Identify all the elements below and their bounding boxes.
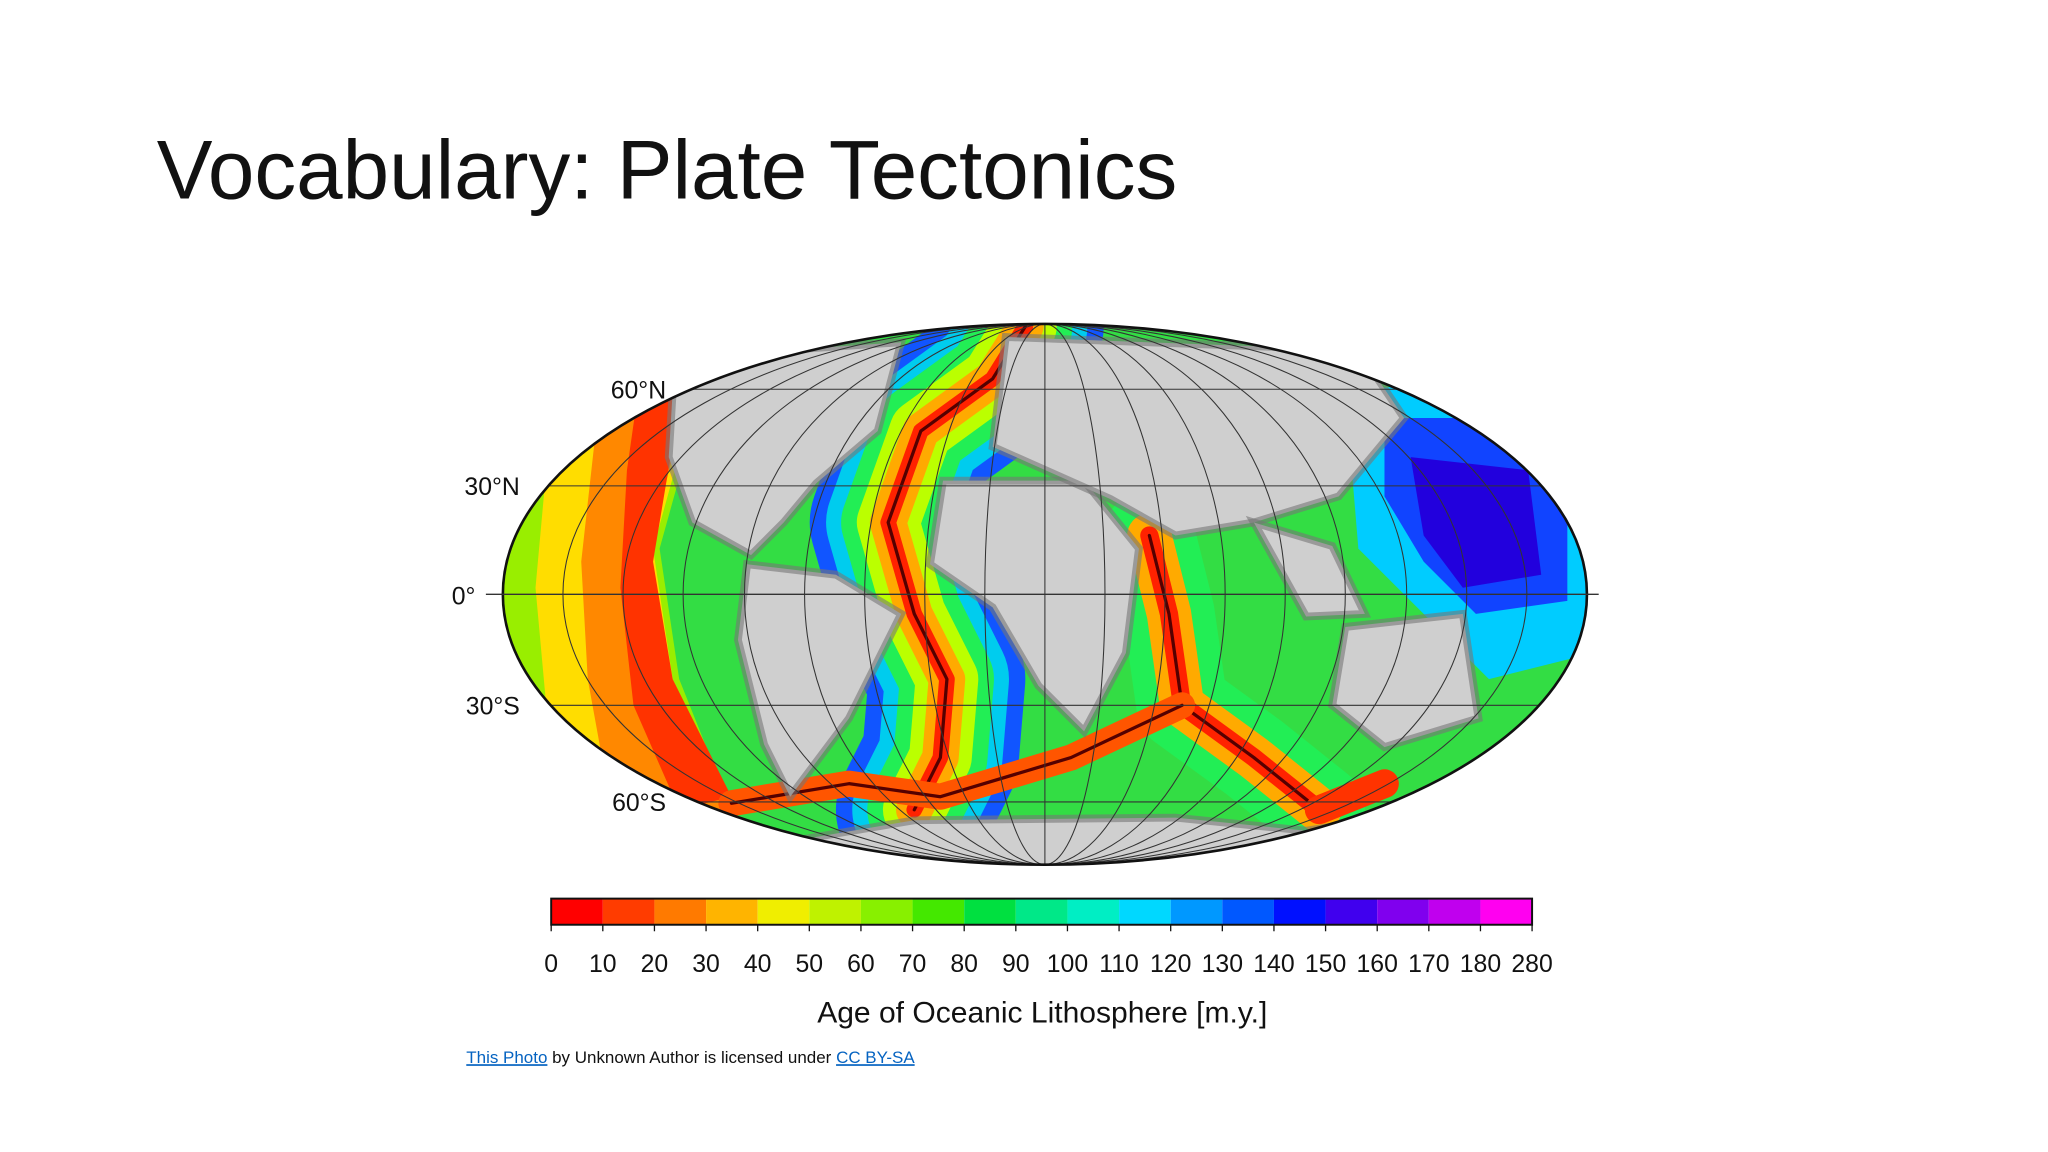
colorbar-segment xyxy=(1119,898,1171,925)
colorbar-segment xyxy=(1480,898,1533,925)
colorbar-tick-label: 70 xyxy=(899,951,927,978)
colorbar-segment xyxy=(1170,898,1223,925)
latitude-label: 60°N xyxy=(611,377,666,404)
colorbar-segment xyxy=(1067,898,1120,925)
colorbar-tick-label: 20 xyxy=(641,951,669,978)
colorbar-segment xyxy=(1377,898,1429,925)
colorbar-tick-label: 150 xyxy=(1305,951,1346,978)
latitude-label: 30°S xyxy=(466,693,520,720)
colorbar-tick-label: 90 xyxy=(1002,951,1030,978)
credit-text: by Unknown Author is licensed under xyxy=(552,1048,832,1067)
colorbar-segment xyxy=(1273,898,1326,925)
colorbar-tick-label: 50 xyxy=(796,951,824,978)
colorbar-tick-label: 180 xyxy=(1460,951,1501,978)
atlantic-ridge xyxy=(718,323,1399,865)
colorbar-frame xyxy=(550,897,1534,926)
colorbar-segment xyxy=(1325,898,1378,925)
license-link[interactable]: CC BY-SA xyxy=(836,1048,915,1067)
colorbar-segment xyxy=(1222,898,1274,925)
colorbar-segment xyxy=(964,898,1016,925)
colorbar-segment xyxy=(654,898,707,925)
colorbar-tick-label: 130 xyxy=(1202,951,1243,978)
australia xyxy=(1328,609,1483,752)
slide-title: Vocabulary: Plate Tectonics xyxy=(157,123,1178,217)
colorbar-tick-label: 140 xyxy=(1253,951,1294,978)
colorbar-tick-label: 280 xyxy=(1511,951,1552,978)
colorbar-tick-label: 0 xyxy=(544,951,558,978)
colorbar-tick-label: 120 xyxy=(1150,951,1191,978)
colorbar-segment xyxy=(1015,898,1068,925)
colorbar-tick-label: 170 xyxy=(1408,951,1449,978)
age-map: 60°N 30°N 0° 30°S 60°S xyxy=(452,322,1599,866)
colorbar-segment xyxy=(602,898,655,925)
colorbar-tick-label: 10 xyxy=(589,951,617,978)
south-america xyxy=(733,559,907,805)
colorbar-title: Age of Oceanic Lithosphere [m.y.] xyxy=(817,997,1267,1030)
colorbar-segment xyxy=(757,898,810,925)
band xyxy=(620,372,732,810)
latitude-label: 60°S xyxy=(612,790,666,817)
latitude-label: 30°N xyxy=(464,474,519,501)
colorbar-tick-label: 60 xyxy=(847,951,875,978)
colorbar-segment xyxy=(860,898,913,925)
colorbar: 0 10 20 30 40 50 60 70 80 90 100 110 120 130 140 150 160… xyxy=(544,897,1553,978)
latitude-label: 0° xyxy=(452,584,476,611)
credit: This Photo by Unknown Author is licensed… xyxy=(466,1048,915,1067)
colorbar-tick-label: 110 xyxy=(1099,951,1139,978)
colorbar-tick-label: 30 xyxy=(692,951,720,978)
colorbar-segment xyxy=(551,898,603,925)
colorbar-segment xyxy=(1428,898,1481,925)
colorbar-tick-label: 160 xyxy=(1357,951,1398,978)
colorbar-tick-label: 80 xyxy=(950,951,978,978)
photo-link[interactable]: This Photo xyxy=(466,1048,547,1067)
colorbar-segment xyxy=(809,898,861,925)
africa xyxy=(925,476,1144,738)
north-america xyxy=(664,337,907,560)
colorbar-segment xyxy=(912,898,965,925)
colorbar-tick-label: 40 xyxy=(744,951,772,978)
colorbar-segment xyxy=(706,898,758,925)
band xyxy=(1410,457,1542,588)
colorbar-tick-label: 100 xyxy=(1047,951,1088,978)
